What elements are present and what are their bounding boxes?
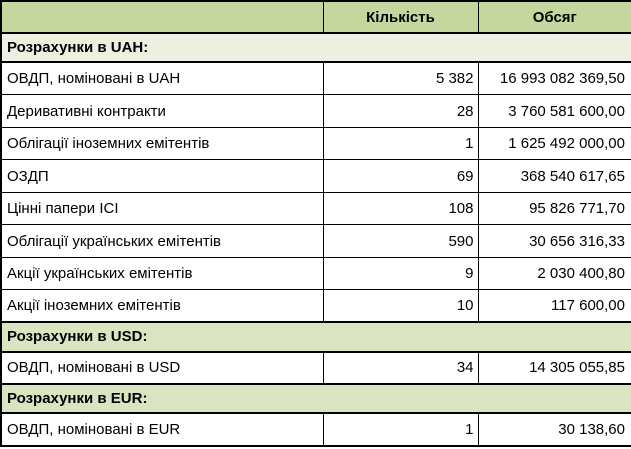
- section-title: Розрахунки в UAH:: [0, 31, 631, 64]
- table-row: Акції іноземних емітентів 10 117 600,00: [0, 289, 631, 323]
- volume-cell: 368 540 617,65: [477, 159, 631, 193]
- instrument-name-cell: Цінні папери ІСІ: [0, 191, 324, 226]
- corner-cell: [0, 0, 324, 34]
- table-row: Деривативні контракти 28 3 760 581 600,0…: [0, 94, 631, 128]
- volume-cell: 1 625 492 000,00: [477, 126, 631, 161]
- quantity-cell: 69: [322, 159, 479, 193]
- quantity-cell: 5 382: [322, 61, 479, 96]
- volume-cell: 117 600,00: [477, 289, 631, 323]
- column-header-quantity: Кількість: [322, 0, 479, 34]
- quantity-cell: 9: [322, 256, 479, 291]
- table-header-row: Кількість Обсяг: [0, 0, 631, 34]
- instrument-name-cell: ОВДП, номіновані в USD: [0, 351, 324, 385]
- table-row: Облігації українських емітентів 590 30 6…: [0, 224, 631, 258]
- instrument-name-cell: Акції іноземних емітентів: [0, 289, 324, 323]
- instrument-name-cell: Облігації іноземних емітентів: [0, 126, 324, 161]
- volume-cell: 2 030 400,80: [477, 256, 631, 291]
- instrument-name-cell: Облігації українських емітентів: [0, 224, 324, 258]
- table-row: ОВДП, номіновані в UAH 5 382 16 993 082 …: [0, 61, 631, 96]
- quantity-cell: 10: [322, 289, 479, 323]
- table-row: ОЗДП 69 368 540 617,65: [0, 159, 631, 193]
- column-header-volume: Обсяг: [477, 0, 631, 34]
- volume-cell: 95 826 771,70: [477, 191, 631, 226]
- section-title: Розрахунки в EUR:: [0, 383, 631, 415]
- table-row: Цінні папери ІСІ 108 95 826 771,70: [0, 191, 631, 226]
- instrument-name-cell: ОВДП, номіновані в EUR: [0, 412, 324, 447]
- quantity-cell: 590: [322, 224, 479, 258]
- instrument-name-cell: ОВДП, номіновані в UAH: [0, 61, 324, 96]
- volume-cell: 30 138,60: [477, 412, 631, 447]
- volume-cell: 30 656 316,33: [477, 224, 631, 258]
- volume-cell: 14 305 055,85: [477, 351, 631, 385]
- quantity-cell: 28: [322, 94, 479, 128]
- instrument-name-cell: Деривативні контракти: [0, 94, 324, 128]
- quantity-cell: 34: [322, 351, 479, 385]
- table-row: ОВДП, номіновані в EUR 1 30 138,60: [0, 412, 631, 447]
- table-row: ОВДП, номіновані в USD 34 14 305 055,85: [0, 351, 631, 385]
- quantity-cell: 1: [322, 412, 479, 447]
- table-row: Акції українських емітентів 9 2 030 400,…: [0, 256, 631, 291]
- volume-cell: 16 993 082 369,50: [477, 61, 631, 96]
- instrument-name-cell: ОЗДП: [0, 159, 324, 193]
- volume-cell: 3 760 581 600,00: [477, 94, 631, 128]
- section-header-eur: Розрахунки в EUR:: [0, 383, 631, 415]
- quantity-cell: 1: [322, 126, 479, 161]
- section-header-uah: Розрахунки в UAH:: [0, 31, 631, 64]
- instrument-name-cell: Акції українських емітентів: [0, 256, 324, 291]
- quantity-cell: 108: [322, 191, 479, 226]
- section-title: Розрахунки в USD:: [0, 321, 631, 353]
- section-header-usd: Розрахунки в USD:: [0, 321, 631, 353]
- table-row: Облігації іноземних емітентів 1 1 625 49…: [0, 126, 631, 161]
